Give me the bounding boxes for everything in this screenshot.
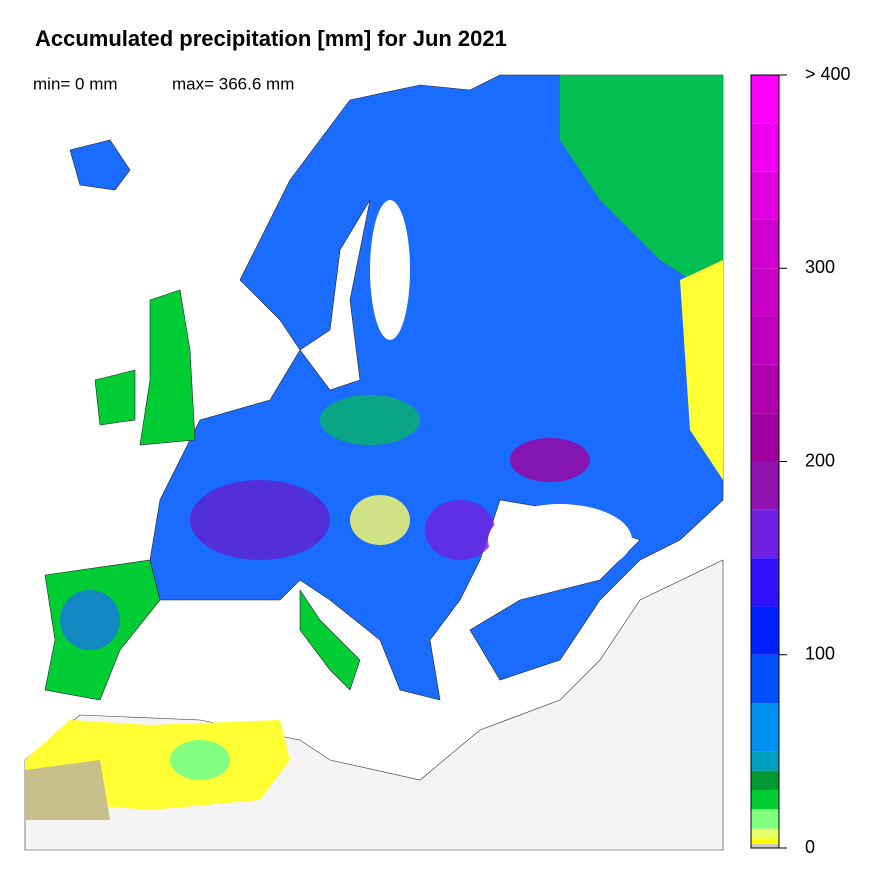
chart-title: Accumulated precipitation [mm] for Jun 2… [35, 26, 507, 51]
region-ukraine [510, 438, 590, 482]
map [24, 74, 724, 851]
colorbar-bin [751, 828, 779, 839]
land-ireland [94, 369, 136, 426]
min-label: min= 0 mm [33, 74, 118, 93]
colorbar-bin [751, 364, 779, 414]
colorbar-tick-label: 0 [805, 837, 815, 857]
colorbar-bin [751, 268, 779, 317]
colorbar-bin [751, 703, 779, 752]
colorbar-tick-label: 100 [805, 644, 835, 664]
colorbar-bin [751, 171, 779, 220]
colorbar-tick-label: 200 [805, 450, 835, 470]
region-patch [170, 740, 230, 780]
max-label: max= 366.6 mm [172, 74, 294, 93]
colorbar-bin [751, 751, 779, 771]
colorbar-bin [751, 770, 779, 791]
black-sea [488, 504, 632, 576]
colorbar-bin [751, 75, 779, 124]
land-britain [139, 289, 196, 446]
colorbar-bin [751, 838, 779, 845]
region-hungary [350, 495, 410, 545]
land-italy [299, 589, 361, 691]
colorbar-bin [751, 809, 779, 829]
region-east [680, 260, 723, 480]
region-sahara [25, 760, 110, 820]
colorbar-bin [751, 654, 779, 704]
colorbar-frame [750, 74, 780, 849]
colorbar-bin [751, 509, 779, 559]
region-alps [190, 480, 330, 560]
region-iberia-wet [60, 590, 120, 650]
colorbar-bin [751, 558, 779, 607]
colorbar-tick-label: 300 [805, 257, 835, 277]
colorbar-bin [751, 219, 779, 269]
colorbar-bin [751, 413, 779, 462]
colorbar-tick-label: > 400 [805, 64, 851, 84]
colorbar-bin [751, 790, 779, 810]
colorbar-bin [751, 316, 779, 365]
land-iceland [69, 139, 131, 191]
colorbar-bin [751, 461, 779, 510]
colorbar-bin [751, 606, 779, 655]
region-romania [425, 500, 495, 560]
colorbar-bin [751, 123, 779, 172]
colorbar-bin [751, 844, 779, 848]
region-poland [320, 395, 420, 445]
colorbar: 0 100 200 300 > 400 [751, 64, 851, 857]
baltic-sea [370, 200, 410, 340]
region-russia-north [560, 75, 723, 300]
